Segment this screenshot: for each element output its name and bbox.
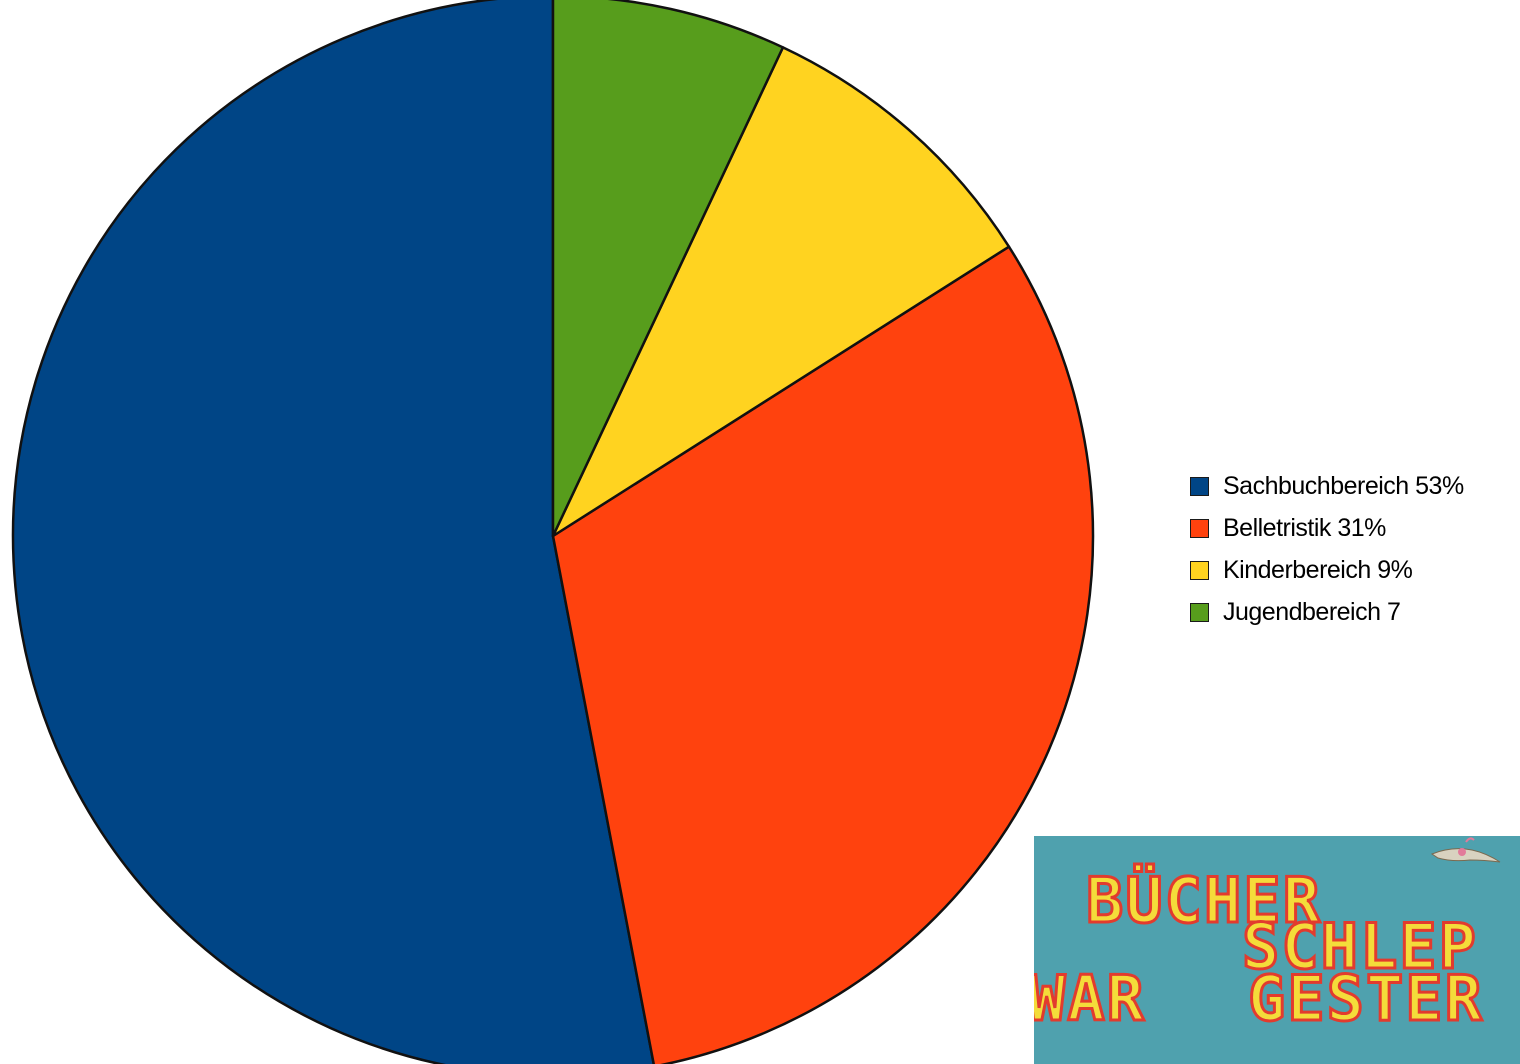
- banner-line-3b: GESTER: [1248, 962, 1484, 1035]
- pie-chart: [11, 0, 1095, 1064]
- legend-label: Sachbuchbereich 53%: [1223, 471, 1464, 500]
- bird-illustration: [1430, 837, 1501, 863]
- legend-label: Jugendbereich 7: [1223, 597, 1401, 626]
- banner-line-2: SCHLEP: [1242, 910, 1478, 983]
- banner-line-1: BÜCHER: [1086, 864, 1322, 937]
- legend-item: Jugendbereich 7: [1190, 591, 1464, 633]
- legend-item: Kinderbereich 9%: [1190, 549, 1464, 591]
- pie-slice-1: [11, 0, 655, 1064]
- legend-label: Kinderbereich 9%: [1223, 555, 1413, 584]
- legend-swatch: [1190, 602, 1209, 622]
- buecher-banner-image: BÜCHER SCHLEP WAR GESTER: [1034, 836, 1520, 1064]
- pie-slice-4: [551, 0, 785, 538]
- legend-swatch: [1190, 476, 1209, 496]
- legend-swatch: [1190, 560, 1209, 580]
- pie-slice-3: [551, 46, 1011, 538]
- banner-line-3a: WAR: [1034, 962, 1146, 1035]
- legend: Sachbuchbereich 53% Belletristik 31% Kin…: [1190, 465, 1464, 633]
- legend-item: Sachbuchbereich 53%: [1190, 465, 1464, 507]
- legend-item: Belletristik 31%: [1190, 507, 1464, 549]
- legend-swatch: [1190, 518, 1209, 538]
- legend-label: Belletristik 31%: [1223, 513, 1386, 542]
